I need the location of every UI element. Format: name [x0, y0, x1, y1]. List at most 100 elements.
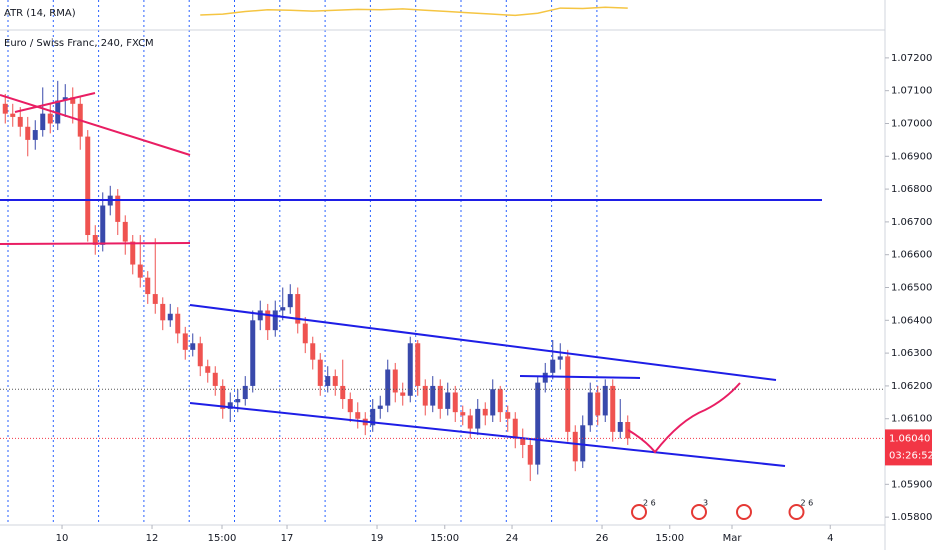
candle-body [265, 310, 271, 331]
candle-body [235, 399, 241, 403]
candle-body [550, 359, 556, 373]
horizontal-line [519, 375, 641, 379]
candle-body [497, 389, 503, 413]
candle-body [62, 97, 68, 101]
candle-body [190, 343, 196, 350]
candle-body [40, 113, 46, 131]
x-tick-label: Mar [723, 533, 743, 544]
candle-body [25, 126, 31, 140]
x-tick-label: 12 [146, 533, 159, 544]
last-price-label: 1.06040 [889, 433, 930, 444]
candle-body [220, 385, 226, 409]
candle-body [47, 113, 53, 124]
candle-body [250, 320, 256, 386]
event-label: 2 6 [801, 499, 814, 508]
candle-body [407, 343, 413, 396]
candle-body [17, 116, 23, 127]
event-icon [691, 504, 707, 520]
y-tick-label: 1.06100 [891, 414, 932, 425]
candle-body [595, 392, 601, 416]
projection-path [627, 382, 741, 454]
event-label: 3 [703, 499, 708, 508]
horizontal-line [0, 242, 191, 245]
candle-body [92, 235, 98, 245]
candle-body [145, 277, 151, 295]
atr-line [200, 6, 628, 17]
candle-body [467, 415, 473, 429]
candle-body [377, 405, 383, 409]
x-tick-label: 15:00 [208, 533, 237, 544]
candle-body [175, 313, 181, 334]
x-tick-label: 15:00 [430, 533, 459, 544]
y-tick-label: 1.06800 [891, 184, 932, 195]
candle-body [302, 323, 308, 344]
event-icon [736, 504, 752, 520]
y-tick-label: 1.07000 [891, 118, 932, 129]
countdown-label: 03:26:52 [889, 450, 932, 461]
candle-body [557, 356, 563, 360]
candle-body [512, 418, 518, 439]
candle-body [475, 408, 481, 429]
candle-body [287, 294, 293, 308]
candle-body [205, 366, 211, 373]
candle-body [295, 294, 301, 324]
plot [2, 80, 631, 482]
candle-body [565, 356, 571, 432]
candle-body [152, 294, 158, 304]
candle-body [355, 412, 361, 419]
candle-body [182, 333, 188, 350]
candle-body [445, 392, 451, 409]
x-tick-label: 24 [506, 533, 519, 544]
candle-body [452, 392, 458, 413]
candle-body [257, 310, 263, 321]
candle-body [437, 385, 443, 409]
event-label: 2 6 [643, 499, 656, 508]
candle-body [227, 402, 233, 409]
candle-body [400, 392, 406, 396]
y-tick-label: 1.06900 [891, 151, 932, 162]
candle-body [542, 372, 548, 383]
candle-body [415, 343, 421, 386]
candle-body [32, 130, 38, 140]
x-tick-label: 17 [281, 533, 294, 544]
candle-body [310, 343, 316, 360]
candle-body [580, 425, 586, 462]
candle-body [242, 385, 248, 400]
candle-body [160, 303, 166, 321]
candle-body [505, 412, 511, 419]
channel-bottom [189, 402, 786, 467]
x-tick-label: 15:00 [655, 533, 684, 544]
y-tick-label: 1.07200 [891, 53, 932, 64]
candle-body [520, 438, 526, 445]
candle-body [460, 412, 466, 416]
y-tick-label: 1.06400 [891, 315, 932, 326]
candle-body [10, 113, 16, 117]
candle-body [347, 399, 353, 413]
y-tick-label: 1.07100 [891, 86, 932, 97]
y-tick-label: 1.06500 [891, 283, 932, 294]
trend-line [14, 92, 96, 113]
candle-body [85, 136, 91, 236]
drawings [0, 92, 822, 467]
candle-body [55, 100, 61, 124]
candle-body [130, 241, 136, 265]
candle-body [70, 97, 76, 104]
candle-body [572, 431, 578, 462]
candle-body [527, 444, 533, 465]
candle-body [430, 385, 436, 406]
candle-body [602, 385, 608, 416]
y-tick-label: 1.06300 [891, 348, 932, 359]
chart-title: Euro / Swiss Franc, 240, FXCM [4, 38, 154, 49]
y-tick-label: 1.05800 [891, 512, 932, 523]
candle-body [332, 376, 338, 386]
event-icon [788, 504, 805, 520]
candle-body [2, 103, 8, 114]
candle-body [317, 359, 323, 386]
candle-body [272, 310, 278, 331]
candle-body [490, 389, 496, 416]
candle-body [392, 369, 398, 393]
channel-top [189, 304, 777, 381]
candle-body [115, 195, 121, 222]
last-price-box [885, 429, 932, 466]
